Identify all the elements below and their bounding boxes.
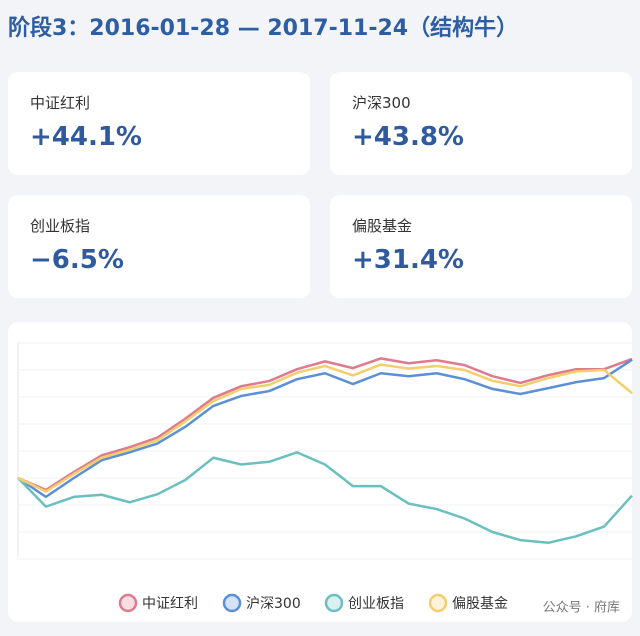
line-series	[17, 357, 633, 492]
card-value: +43.8%	[352, 122, 464, 152]
stat-card: 偏股基金 +31.4%	[330, 195, 632, 298]
line-series	[17, 363, 633, 493]
watermark: 公众号 · 府库	[543, 600, 620, 616]
stat-card: 中证红利 +44.1%	[8, 72, 310, 175]
stat-card: 创业板指 −6.5%	[8, 195, 310, 298]
legend-marker	[222, 593, 242, 613]
card-label: 偏股基金	[352, 217, 413, 235]
legend-label: 创业板指	[348, 596, 404, 612]
card-value: +31.4%	[352, 245, 464, 275]
legend-label: 中证红利	[142, 596, 198, 612]
line-series	[17, 358, 633, 499]
page-title: 阶段3：2016-01-28 — 2017-11-24（结构牛）	[8, 16, 519, 41]
legend-marker	[428, 593, 448, 613]
legend-label: 偏股基金	[452, 595, 508, 612]
legend-marker	[118, 593, 138, 613]
legend-marker	[324, 593, 344, 613]
card-value: −6.5%	[30, 245, 124, 275]
card-label: 创业板指	[30, 217, 91, 235]
card-label: 中证红利	[30, 94, 91, 112]
card-value: +44.1%	[30, 122, 142, 152]
card-label: 沪深300	[352, 94, 411, 112]
stat-card: 沪深300 +43.8%	[330, 72, 632, 175]
line-series	[17, 451, 633, 545]
legend-label: 沪深300	[246, 596, 301, 612]
